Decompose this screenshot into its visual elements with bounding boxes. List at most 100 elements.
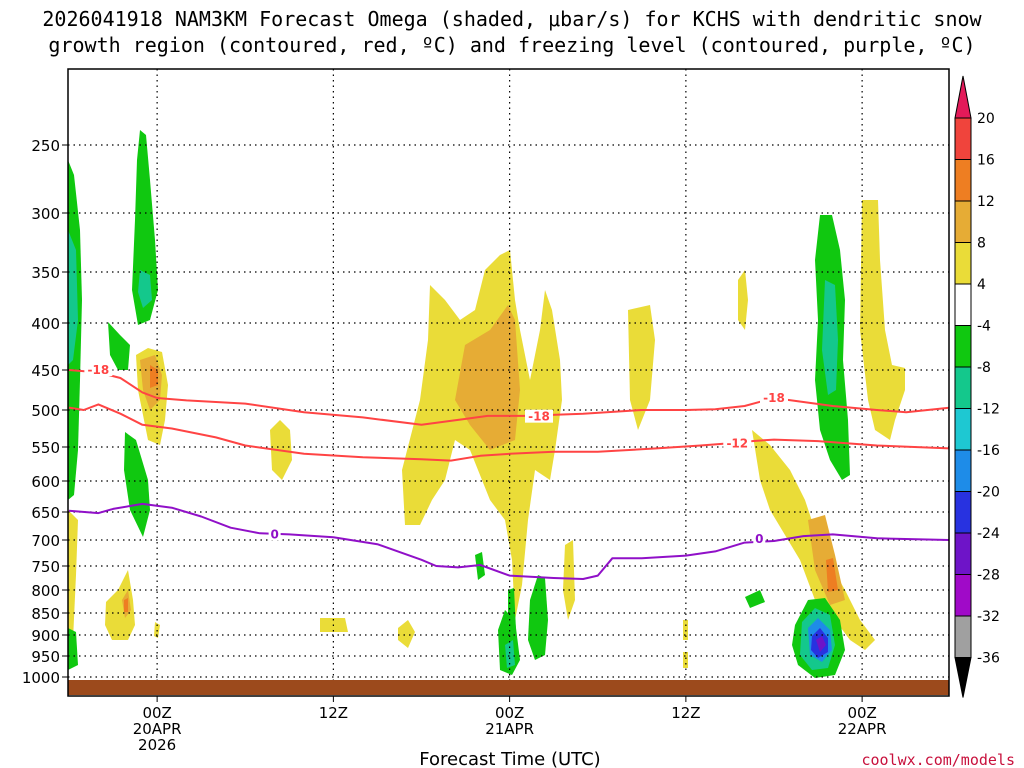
colorbar-swatch — [954, 200, 972, 243]
x-tick-label: 12Z — [671, 704, 700, 722]
omega-green-area — [132, 130, 158, 325]
omega-yellow-area — [563, 540, 575, 620]
colorbar-top-triangle — [954, 75, 972, 119]
y-axis: 250 300 350 400 450 500 550 600 650 700 750 800 850 9… — [22, 137, 68, 687]
omega-green-area — [528, 575, 548, 660]
colorbar-label: -24 — [977, 526, 1000, 542]
contour-label-bg — [760, 391, 788, 404]
y-tick-label: 700 — [31, 532, 60, 550]
y-tick-label: 250 — [31, 137, 60, 155]
x-tick-label: 00Z — [495, 704, 524, 722]
colorbar-label: 8 — [977, 236, 986, 252]
colorbar-label: 16 — [977, 153, 995, 169]
y-tick-label: 850 — [31, 605, 60, 623]
colorbar-label: -4 — [977, 319, 991, 335]
omega-teal-area — [505, 640, 515, 668]
omega-dark-orange-area — [826, 558, 838, 592]
y-tick-label: 350 — [31, 264, 60, 282]
y-tick-label: 900 — [31, 627, 60, 645]
colorbar-label: -12 — [977, 402, 1000, 418]
x-tick-label: 20APR — [133, 720, 182, 738]
x-tick-label: 22APR — [838, 720, 887, 738]
omega-yellow-area — [68, 510, 78, 640]
y-tick-label: 800 — [31, 582, 60, 600]
omega-dark-orange-area — [124, 598, 128, 612]
colorbar-label: -36 — [977, 651, 1000, 667]
x-axis-label: Forecast Time (UTC) — [419, 749, 600, 768]
colorbar-swatch — [954, 159, 972, 202]
colorbar-swatch — [954, 283, 972, 326]
omega-green-area — [745, 590, 765, 608]
colorbar-swatch — [954, 491, 972, 534]
y-tick-label: 650 — [31, 504, 60, 522]
contour-label-bg — [268, 527, 281, 541]
colorbar-swatch — [954, 366, 972, 409]
y-tick-label: 600 — [31, 473, 60, 491]
colorbar-label: 4 — [977, 277, 986, 293]
colorbar-label: -28 — [977, 568, 1000, 584]
omega-yellow-area — [320, 618, 348, 632]
omega-green-area — [108, 322, 130, 370]
colorbar-label: 20 — [977, 111, 995, 127]
x-tick-label: 2026 — [138, 736, 176, 754]
colorbar-label: -32 — [977, 609, 1000, 625]
colorbar-swatch — [954, 615, 972, 658]
contour-label: -18 — [528, 410, 550, 424]
colorbar-swatch — [954, 532, 972, 575]
contour-labels: -18 -18 -18 -12 0 0 — [84, 363, 788, 546]
omega-yellow-area — [738, 270, 748, 330]
x-tick-label: 21APR — [485, 720, 534, 738]
y-tick-label: 400 — [31, 315, 60, 333]
colorbar-swatch — [954, 408, 972, 451]
omega-orange-area — [455, 305, 520, 450]
omega-teal-area — [68, 230, 78, 365]
omega-teal-area — [138, 270, 152, 308]
omega-yellow-area — [628, 305, 655, 430]
omega-yellow-area — [398, 620, 415, 648]
y-tick-label: 300 — [31, 205, 60, 223]
omega-yellow-area — [860, 200, 905, 440]
colorbar-swatch — [954, 449, 972, 492]
contour-label: -18 — [88, 363, 110, 377]
chart-title-line2: growth region (contoured, red, ºC) and f… — [48, 33, 975, 57]
colorbar-label: -20 — [977, 485, 1000, 501]
contour-label: -12 — [726, 436, 748, 450]
omega-dark-orange-area — [150, 365, 158, 388]
terrain-band-top — [68, 680, 949, 690]
y-tick-label: 500 — [31, 402, 60, 420]
omega-violet-area — [816, 636, 826, 652]
colorbar-label: 12 — [977, 194, 995, 210]
colorbar: 20 16 12 8 4 -4 -8 -12 -16 -20 -24 -28 -32 -36 — [954, 75, 1000, 698]
contour-label-bg — [723, 436, 752, 450]
contour-line — [68, 369, 949, 426]
colorbar-label: -8 — [977, 360, 991, 376]
credit-text: coolwx.com/models — [861, 751, 1015, 768]
contour-line — [68, 403, 949, 462]
colorbar-swatch — [954, 242, 972, 285]
omega-teal-area — [822, 280, 838, 395]
contour-label-bg — [753, 531, 766, 545]
x-tick-label: 00Z — [142, 704, 171, 722]
omega-green-area — [68, 628, 78, 670]
contour-label-bg — [525, 409, 553, 423]
plot-frame — [67, 68, 950, 697]
colorbar-label: -16 — [977, 443, 1000, 459]
omega-yellow-area — [105, 570, 135, 640]
colorbar-swatch — [954, 574, 972, 617]
y-tick-label: 950 — [31, 648, 60, 666]
contour-label-bg — [84, 363, 113, 376]
omega-green-area — [124, 432, 150, 537]
colorbar-swatch — [954, 325, 972, 368]
y-tick-label: 750 — [31, 558, 60, 576]
x-tick-label: 12Z — [319, 704, 348, 722]
omega-yellow-area — [683, 652, 688, 668]
omega-shading — [68, 130, 905, 678]
chart-title-line1: 2026041918 NAM3KM Forecast Omega (shaded… — [42, 7, 982, 31]
y-tick-label: 1000 — [22, 669, 60, 687]
contour-label: 0 — [270, 527, 278, 541]
colorbar-bottom-triangle — [954, 657, 972, 698]
y-tick-label: 550 — [31, 439, 60, 457]
contour-label: -18 — [763, 391, 785, 405]
